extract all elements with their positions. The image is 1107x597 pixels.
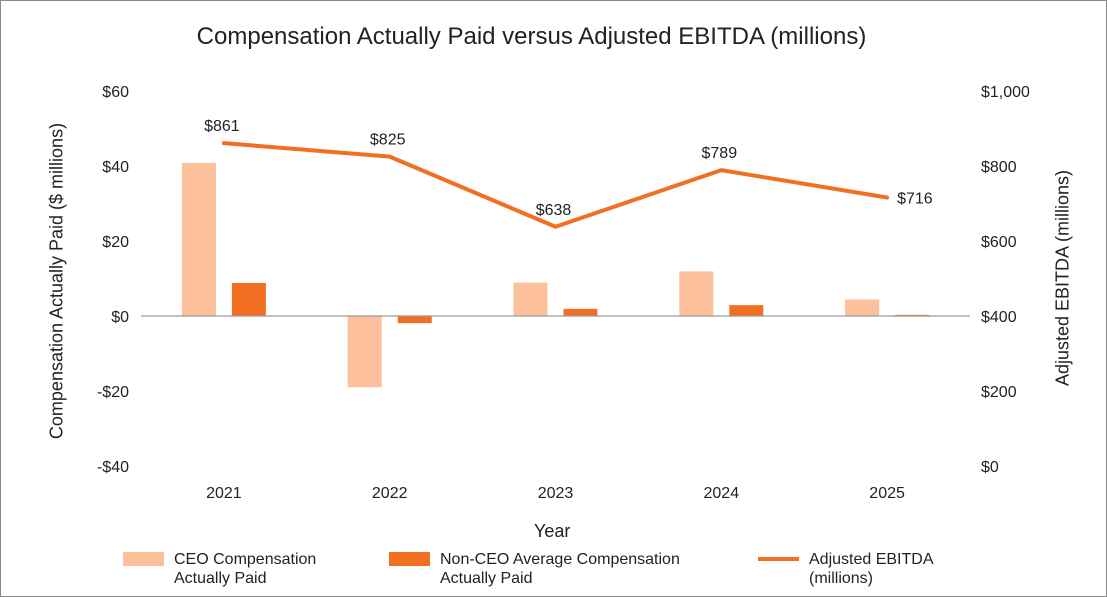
chart-plot: $60 $40 $20 $0 -$20 -$40 $1,000 $800 $600 $400 $20… [97,84,1030,502]
bar-non-ceo [231,283,266,316]
bar-ceo [513,282,548,316]
y-right-tick-label: $0 [981,459,999,476]
y-left-tick-label: $60 [102,84,129,101]
bar-ceo [845,299,880,316]
legend-label-ebitda-line2: (millions) [809,570,873,587]
ebitda-data-label: $861 [204,118,240,135]
x-tick-label: 2022 [372,485,408,502]
y-right-tick-label: $1,000 [981,84,1030,101]
bar-non-ceo [563,308,598,316]
y-right-tick-label: $200 [981,384,1017,401]
legend-swatch-non-ceo [389,552,430,566]
y-left-tick-label: $0 [111,309,129,326]
ebitda-data-label: $789 [702,145,738,162]
y-left-tick-label: -$40 [97,459,129,476]
y-right-tick-label: $800 [981,159,1017,176]
legend-label-non-ceo-line1: Non-CEO Average Compensation [440,551,680,568]
ebitda-line [221,141,890,229]
ebitda-data-label: $716 [897,191,933,208]
legend-item-ebitda: Adjusted EBITDA (millions) [758,550,1058,590]
ebitda-data-label: $638 [536,202,572,219]
x-tick-label: 2023 [538,485,574,502]
bar-ceo [679,271,714,316]
bar-non-ceo [729,305,764,316]
chart-title: Compensation Actually Paid versus Adjust… [196,23,867,50]
ebitda-data-label: $825 [370,132,406,149]
legend-label-ebitda-line1: Adjusted EBITDA [809,551,934,568]
x-tick-label: 2021 [206,485,242,502]
legend-swatch-ceo [123,552,164,566]
legend-label-ceo-line2: Actually Paid [174,570,267,587]
y-left-tick-label: -$20 [97,384,129,401]
x-tick-label: 2024 [704,485,740,502]
legend-label-ceo-line1: CEO Compensation [174,551,317,568]
legend-label-non-ceo-line2: Actually Paid [440,570,533,587]
legend-swatch-ebitda [758,557,799,561]
bar-ceo [347,316,382,388]
bar-ceo [181,163,216,316]
x-tick-label: 2025 [869,485,905,502]
y-right-tick-label: $600 [981,234,1017,251]
y-right-tick-label: $400 [981,309,1017,326]
x-axis-label: Year [534,521,571,541]
bar-non-ceo [397,316,432,324]
y-left-tick-label: $40 [102,159,129,176]
y-left-tick-label: $20 [102,234,129,251]
legend-item-non-ceo: Non-CEO Average Compensation Actually Pa… [389,550,719,590]
legend-item-ceo: CEO Compensation Actually Paid [123,550,413,590]
